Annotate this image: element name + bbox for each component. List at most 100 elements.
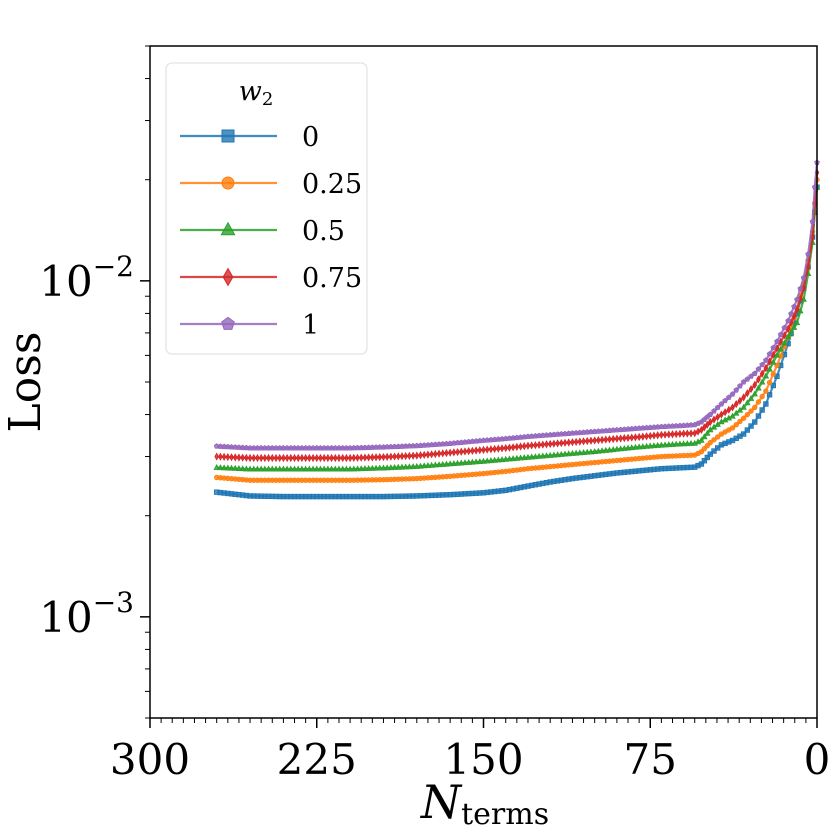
series-3-point-70 (473, 446, 479, 455)
series-3-point-142 (737, 396, 743, 405)
series-3-point-83 (521, 442, 527, 451)
series-3-point-18 (281, 453, 286, 463)
series-3-point-48 (392, 452, 397, 461)
series-3-point-2 (221, 452, 227, 461)
series-3-point-96 (570, 438, 575, 447)
series-4-point-156 (788, 310, 794, 317)
series-3-point-44 (377, 453, 383, 462)
series-3-point-124 (673, 429, 679, 439)
legend-marker-4 (221, 316, 235, 330)
series-3-point-10 (251, 453, 257, 463)
series-3-point-17 (277, 453, 283, 463)
series-3-point-59 (432, 449, 438, 459)
series-4-point-134 (707, 411, 714, 418)
series-2-point-128 (687, 439, 695, 446)
series-3-point-34 (340, 453, 346, 463)
series-3-point-136 (715, 412, 721, 422)
y-tick-label-base-0: 10 (39, 257, 92, 306)
series-2-point-147 (755, 384, 762, 391)
series-3-point-117 (647, 431, 653, 441)
series-4-point-142 (737, 383, 743, 389)
series-4-point-136 (714, 404, 721, 410)
series-3-point-11 (255, 453, 260, 463)
series-0-point-143 (740, 431, 747, 437)
series-3-point-55 (418, 451, 423, 460)
series-2-point-132 (701, 433, 708, 440)
series-3-point-13 (262, 453, 268, 463)
series-3-point-145 (748, 385, 754, 394)
series-2-point-149 (762, 372, 770, 379)
series-3-point-121 (662, 430, 668, 439)
series-0-point-149 (763, 401, 769, 407)
series-3-point-129 (692, 429, 698, 438)
series-3-point-31 (329, 453, 334, 463)
y-axis-label: Loss (0, 332, 51, 433)
series-3-point-143 (741, 393, 746, 402)
series-3-point-29 (321, 453, 327, 463)
series-2 (213, 183, 821, 472)
series-3-point-27 (314, 453, 320, 463)
series-3-point-149 (763, 364, 769, 373)
series-0-point-133 (704, 454, 711, 461)
series-3-point-6 (236, 453, 242, 462)
series-2-point-20 (287, 465, 295, 472)
series-2-point-47 (387, 464, 395, 471)
legend-entry-3: 0.75 (180, 263, 362, 294)
series-4-point-146 (751, 370, 758, 376)
series-3-point-71 (477, 446, 483, 455)
series-3-point-39 (358, 453, 364, 462)
series-4-point-140 (729, 391, 736, 397)
series-3-point-79 (507, 443, 512, 452)
series-3-point-119 (655, 431, 660, 440)
series-2-point-133 (704, 429, 711, 436)
series-3-point-141 (733, 399, 739, 409)
series-2-point-29 (320, 465, 328, 472)
series-2-point-1 (217, 464, 224, 471)
series-1 (214, 177, 820, 483)
series-2-point-148 (758, 378, 766, 385)
y-tick-label-base-1: 10 (39, 593, 92, 642)
x-axis-label: Nterms (420, 775, 549, 827)
legend-entry-1: 0.25 (180, 169, 362, 200)
legend-title-subscript: 2 (262, 89, 273, 110)
series-2-point-36 (346, 465, 354, 472)
series-2-point-32 (332, 465, 339, 472)
series-3-point-45 (381, 452, 386, 462)
x-tick-label-2: 150 (443, 735, 523, 784)
series-3-point-68 (466, 447, 472, 456)
series-3-point-125 (677, 429, 683, 438)
series-0-point-147 (755, 413, 762, 419)
series-3-point-138 (722, 408, 728, 417)
series-2-point-11 (254, 465, 261, 472)
series-2-point-9 (246, 465, 254, 472)
series-2-point-15 (269, 465, 276, 472)
series-3-point-93 (558, 438, 564, 448)
series-2-point-19 (283, 465, 291, 472)
series-3-point-106 (607, 435, 612, 444)
series-2-point-41 (365, 464, 372, 471)
series-2-point-43 (372, 464, 380, 471)
series-3-point-134 (707, 417, 713, 427)
series-1-point-140 (729, 425, 736, 431)
series-1-point-144 (744, 411, 751, 418)
series-3-point-20 (288, 453, 294, 463)
series-4-point-137 (718, 400, 725, 407)
series-2-point-30 (324, 465, 332, 472)
series-1-point-143 (740, 415, 747, 421)
legend-title-main: w (239, 76, 262, 107)
series-3-point-147 (756, 375, 761, 384)
series-3-point-8 (244, 453, 249, 462)
series-1-point-141 (733, 422, 739, 428)
series-2-point-143 (740, 403, 747, 410)
series-2-point-158 (793, 319, 801, 326)
series-3-point-122 (666, 430, 672, 439)
legend-marker-2 (220, 221, 236, 236)
series-2-point-45 (380, 464, 387, 471)
series-2-point-145 (747, 394, 755, 401)
series-1-point-150 (766, 379, 773, 386)
series-3-point-105 (603, 435, 609, 444)
series-4-point-160 (800, 274, 807, 281)
series-3-point-78 (503, 443, 509, 453)
series-0-point-144 (744, 427, 751, 433)
legend-marker-3 (222, 267, 234, 287)
